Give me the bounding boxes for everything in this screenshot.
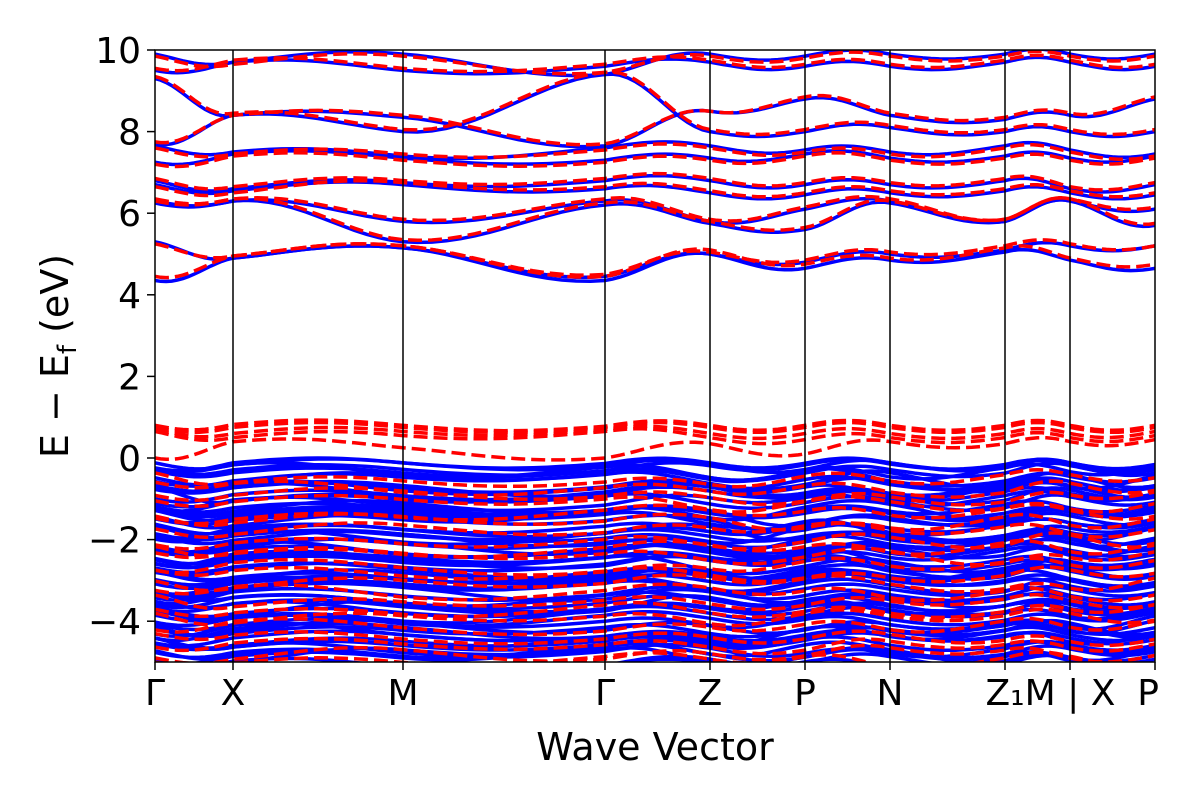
conduction-band-solid	[155, 72, 1155, 139]
valence-band-dashed	[155, 520, 1155, 540]
top-valence-band-dashed	[155, 424, 1155, 441]
conduction-band-dashed	[155, 178, 1155, 199]
valence-band-dashed	[155, 582, 1155, 603]
valence-band-solid	[155, 456, 1155, 473]
conduction-band-solid	[155, 149, 1155, 167]
valence-band-dashed	[155, 593, 1155, 612]
x-tick-label: P	[794, 673, 816, 714]
valence-band-dashed	[155, 556, 1155, 577]
conduction-band-dashed	[155, 151, 1155, 169]
valence-band-dashed	[155, 531, 1155, 551]
conduction-band-dashed	[155, 194, 1155, 223]
conduction-band-dashed	[155, 142, 1155, 162]
valence-band-solid	[155, 618, 1155, 638]
conduction-band-solid	[155, 55, 1155, 76]
y-tick-label: 6	[118, 194, 141, 235]
plot-frame	[154, 49, 1156, 663]
conduction-band-dashed	[155, 50, 1155, 76]
valence-band-dashed	[155, 565, 1155, 584]
bands-layer	[155, 50, 1155, 662]
y-axis: −4 −2 0 2 4 6 8 10	[88, 31, 155, 643]
y-axis-title-main: E − E	[33, 354, 77, 458]
x-tick-label: Z₁	[985, 673, 1024, 714]
conduction-band-dashed	[155, 171, 1155, 192]
conduction-band-dashed	[155, 93, 1155, 147]
valence-band-dashed	[155, 636, 1155, 656]
x-tick-label: N	[877, 673, 904, 714]
y-tick-label: 2	[118, 357, 141, 398]
valence-band-solid	[155, 460, 1155, 483]
valence-band-dashed	[155, 607, 1155, 628]
x-tick-label: P	[1137, 673, 1159, 714]
top-valence-band-dashed	[155, 418, 1155, 433]
x-tick-label: Z	[698, 673, 723, 714]
valence-band-dashed	[155, 493, 1155, 514]
valence-band-dashed	[155, 629, 1155, 648]
valence-band-dashed	[155, 600, 1155, 620]
valence-band-dashed	[155, 467, 1155, 489]
y-tick-label: −4	[88, 602, 141, 643]
top-valence-band-dashed	[155, 435, 1155, 462]
conduction-band-dashed	[155, 53, 1155, 74]
conduction-band-solid	[155, 240, 1155, 279]
top-valence-band-dashed	[155, 427, 1155, 446]
valence-band-dashed	[155, 643, 1155, 662]
conduction-band-dashed	[155, 238, 1155, 277]
valence-band-solid	[155, 540, 1155, 560]
conduction-band-dashed	[155, 196, 1155, 243]
y-tick-label: 10	[95, 31, 141, 72]
x-tick-label: X	[221, 673, 246, 714]
x-axis-title: Wave Vector	[536, 725, 774, 769]
x-tick-label: Γ	[595, 673, 615, 714]
valence-band-dashed	[155, 538, 1155, 559]
valence-band-dashed	[155, 650, 1103, 662]
kpoint-dividers	[232, 50, 1071, 662]
x-axis: Γ X M Γ Z P N Z₁ M | X P	[145, 662, 1159, 714]
valence-band-dashed	[155, 616, 1155, 637]
valence-band-dashed	[155, 479, 1155, 499]
y-axis-title-unit: (eV)	[33, 254, 77, 345]
conduction-band-solid	[155, 196, 1155, 225]
conduction-band-solid	[155, 173, 1155, 194]
valence-band-dashed	[155, 486, 1155, 507]
y-tick-label: −2	[88, 521, 141, 562]
y-axis-title-subscript: f	[53, 344, 83, 354]
conduction-band-dashed	[155, 70, 1155, 137]
top-valence-band-dashed	[155, 420, 1155, 435]
y-tick-label: 0	[118, 439, 141, 480]
conduction-band-solid	[155, 50, 1155, 78]
y-axis-title: E − Ef (eV)	[33, 254, 83, 458]
x-tick-label: M	[387, 673, 418, 714]
y-tick-label: 4	[118, 276, 141, 317]
x-tick-label: Γ	[145, 673, 165, 714]
x-tick-label: M | X	[1025, 673, 1116, 714]
y-tick-label: 8	[118, 113, 141, 154]
